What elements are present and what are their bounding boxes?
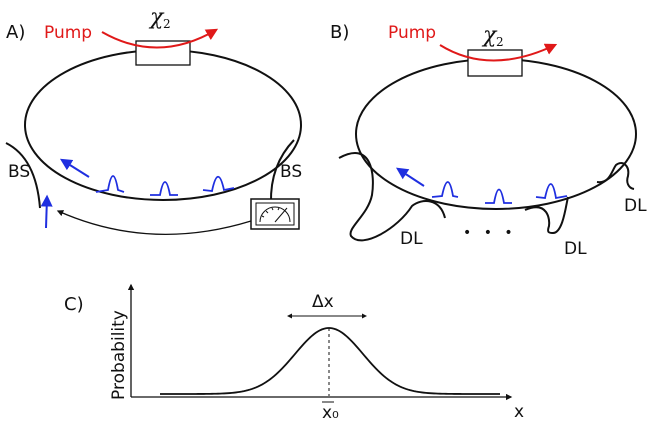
panel-b-delay-line-right (596, 162, 635, 190)
panel-a: A) Pump χ 2 BS BS (5, 5, 302, 235)
panel-c-gaussian-curve (160, 327, 500, 395)
panel-b-chi-symbol: χ (481, 23, 498, 48)
panel-b-dl-right-label: DL (624, 196, 647, 216)
panel-b-dl-middle-label: DL (564, 239, 587, 259)
panel-b-chi2-label: χ 2 (481, 23, 504, 49)
panel-a-pulse-1 (95, 175, 125, 193)
panel-b-pump-label: Pump (388, 23, 436, 43)
panel-b-crystal-box (467, 49, 523, 77)
panel-c-mean-label: x₀ (322, 403, 339, 422)
panel-b-dl-left-label: DL (400, 229, 423, 249)
panel-a-bs-left-label: BS (8, 162, 30, 182)
panel-a-circulation-arrow (59, 158, 90, 178)
panel-a-bs-left (5, 142, 41, 209)
panel-b-label: B) (330, 22, 349, 43)
panel-b-pulse-1 (431, 181, 459, 198)
panel-a-chi-subscript: 2 (163, 17, 171, 31)
detector-meter-icon (250, 198, 300, 230)
panel-a-bs-right-label: BS (280, 162, 302, 182)
panel-b-pulse-2 (485, 188, 512, 204)
panel-a-pulse-2 (150, 181, 178, 196)
panel-b: B) Pump χ 2 DL DL DL • • • (330, 22, 647, 259)
panel-b-pulse-3 (535, 183, 568, 200)
panel-b-ellipsis: • • • (463, 225, 517, 241)
panel-b-delay-line-middle (524, 196, 569, 235)
panel-a-injection-arrow (40, 194, 53, 229)
panel-c-x-axis-title: x (514, 402, 524, 422)
panel-a-label: A) (6, 22, 25, 43)
panel-a-bs-right (269, 139, 295, 204)
panel-a-pump-arrow (101, 28, 219, 49)
panel-a-chi2-label: χ 2 (148, 5, 171, 31)
panel-c-width-label: Δx (312, 292, 334, 312)
panel-a-chi-symbol: χ (148, 5, 165, 30)
panel-c-y-axis-title: Probability (109, 310, 129, 400)
panel-a-ring-cavity (24, 49, 302, 201)
panel-b-ring-cavity (355, 58, 637, 210)
panel-a-feedback-line (56, 210, 252, 235)
panel-b-delay-line-left (338, 152, 446, 242)
panel-a-pump-label: Pump (44, 23, 92, 43)
panel-a-pulse-3 (202, 175, 235, 192)
panel-b-circulation-arrow (395, 167, 425, 187)
panel-c: C) Probability x Δx x₀ (64, 283, 524, 422)
panel-b-pump-arrow (439, 43, 558, 62)
panel-c-label: C) (64, 294, 84, 315)
panel-b-chi-subscript: 2 (496, 35, 504, 49)
